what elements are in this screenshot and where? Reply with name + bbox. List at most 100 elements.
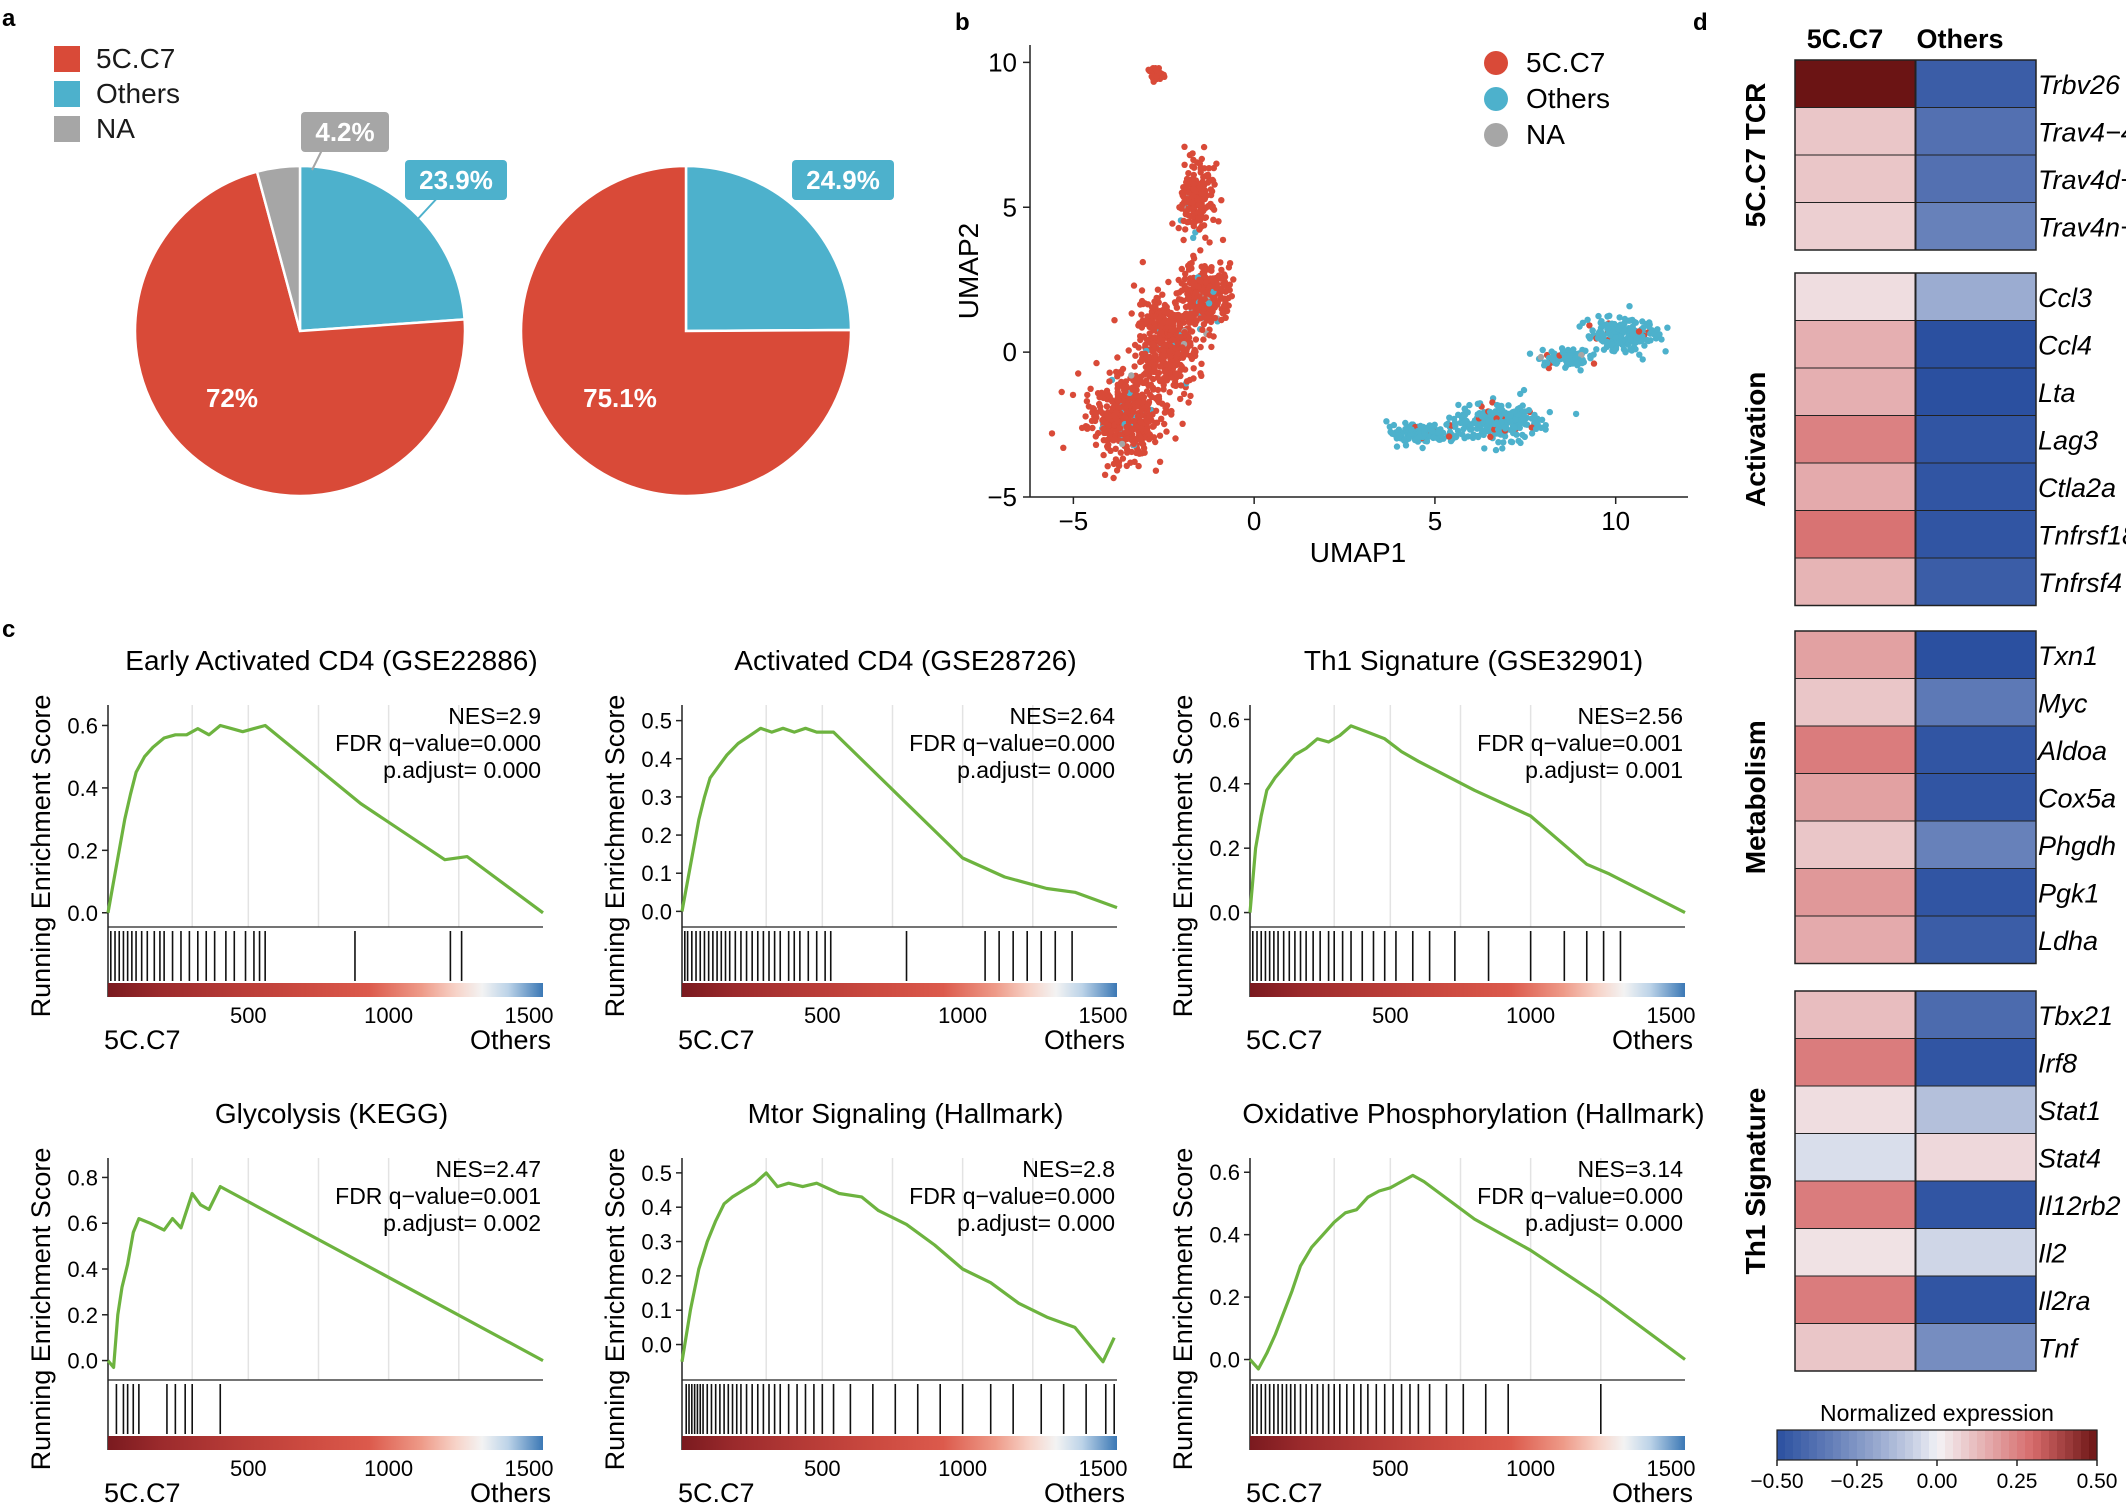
umap-point <box>1192 336 1200 343</box>
umap-point <box>1125 419 1133 426</box>
umap-point <box>1505 402 1512 409</box>
heatmap-column-header: Others <box>1916 24 2003 54</box>
umap-point <box>1639 318 1646 325</box>
umap-point <box>1178 205 1185 212</box>
umap-point <box>1593 346 1600 353</box>
gsea-y-tick-label: 0.0 <box>67 901 98 926</box>
umap-x-tick-label: −5 <box>1059 506 1089 536</box>
heatmap-cell <box>1794 1133 1916 1182</box>
umap-point <box>1145 354 1152 362</box>
umap-point <box>1150 368 1157 375</box>
umap-point <box>1118 440 1126 448</box>
umap-point <box>1179 420 1186 427</box>
colorbar-tick-label: 0.25 <box>1997 1470 2038 1493</box>
gsea-y-tick-label: 0.6 <box>1209 707 1240 732</box>
gsea-y-tick-label: 0.4 <box>1209 1223 1240 1248</box>
gsea-stat-text: FDR q−value=0.000 <box>909 730 1115 756</box>
umap-point <box>1215 218 1222 225</box>
umap-point <box>1112 368 1120 376</box>
umap-point <box>1133 436 1140 443</box>
umap-point <box>1192 289 1200 296</box>
heatmap-cell <box>1915 1038 2037 1087</box>
umap-point <box>1111 317 1118 324</box>
gsea-stat-text: NES=2.9 <box>448 703 541 729</box>
umap-point <box>1606 312 1613 319</box>
umap-point <box>1545 364 1553 372</box>
heatmap-cell <box>1915 678 2037 727</box>
gsea-enrichment-line <box>680 726 1118 912</box>
umap-legend-dot <box>1484 123 1508 147</box>
panel-label-c: c <box>2 616 15 643</box>
umap-point <box>1486 408 1494 416</box>
umap-point <box>1129 384 1136 391</box>
heatmap-cell <box>1794 1323 1916 1372</box>
umap-point <box>1134 413 1142 420</box>
heatmap-cell <box>1915 868 2037 917</box>
umap-point <box>1445 433 1453 440</box>
heatmap-gene-label: Cox5a <box>2038 783 2116 813</box>
gsea-x-label-right: Others <box>1612 1478 1693 1503</box>
umap-point <box>1200 314 1207 321</box>
umap-point <box>1158 415 1165 422</box>
umap-point <box>1217 259 1224 266</box>
colorbar-segment <box>1865 1430 1874 1460</box>
umap-point <box>1210 216 1217 223</box>
umap-point <box>1221 302 1228 309</box>
gsea-y-tick-label: 0.3 <box>641 785 672 810</box>
umap-point <box>1097 403 1104 410</box>
umap-point <box>1140 444 1148 452</box>
umap-point <box>1609 320 1616 328</box>
umap-point <box>1495 439 1502 446</box>
umap-point <box>1205 165 1213 172</box>
umap-point <box>1101 471 1109 478</box>
pie-label-box <box>792 160 894 200</box>
umap-point <box>1211 314 1219 322</box>
gsea-stat-text: FDR q−value=0.000 <box>1477 1183 1683 1209</box>
colorbar-segment <box>1873 1430 1882 1460</box>
umap-point <box>1635 328 1643 335</box>
umap-point <box>1180 236 1187 244</box>
umap-point <box>1210 164 1218 172</box>
gsea-x-tick-label: 1500 <box>504 1003 553 1028</box>
heatmap-cell <box>1915 154 2037 203</box>
gsea-y-tick-label: 0.2 <box>1209 836 1240 861</box>
heatmap-gene-label: Ctla2a <box>2038 473 2116 503</box>
umap-y-tick-label: −5 <box>987 482 1017 512</box>
umap-point <box>1478 413 1486 420</box>
umap-point <box>1386 423 1394 430</box>
gsea-x-tick-label: 1500 <box>1646 1003 1695 1028</box>
umap-point <box>1143 417 1151 424</box>
pie-slice-label: 75.1% <box>583 383 657 413</box>
umap-point <box>1190 171 1198 179</box>
heatmap-gene-label: Txn1 <box>2038 641 2098 671</box>
umap-point <box>1191 346 1198 354</box>
heatmap-cell <box>1915 1323 2037 1372</box>
gsea-y-tick-label: 0.2 <box>641 823 672 848</box>
umap-point <box>1189 150 1196 157</box>
heatmap-cell <box>1794 990 1916 1039</box>
umap-point <box>1136 320 1143 327</box>
umap-point <box>1423 438 1431 445</box>
gsea-rank-bar <box>1250 983 1685 997</box>
umap-point <box>1210 333 1217 340</box>
umap-point <box>1454 427 1462 434</box>
umap-point <box>1105 422 1113 429</box>
umap-point <box>1197 370 1204 377</box>
gsea-x-tick-label: 1000 <box>364 1003 413 1028</box>
heatmap-cell <box>1794 1085 1916 1134</box>
umap-point <box>1200 143 1208 151</box>
umap-point <box>1519 402 1526 409</box>
umap-point <box>1446 414 1453 421</box>
umap-point <box>1501 424 1508 431</box>
gsea-enrichment-line <box>680 1171 1116 1364</box>
umap-point <box>1128 372 1135 379</box>
umap-point <box>1188 314 1195 321</box>
umap-point <box>1131 458 1138 465</box>
gsea-x-label-left: 5C.C7 <box>104 1025 181 1055</box>
umap-point <box>1159 400 1166 407</box>
gsea-stat-text: FDR q−value=0.001 <box>335 1183 541 1209</box>
heatmap-cell <box>1915 915 2037 964</box>
umap-point <box>1186 319 1194 326</box>
umap-point <box>1181 143 1188 150</box>
umap-point <box>1539 346 1546 354</box>
